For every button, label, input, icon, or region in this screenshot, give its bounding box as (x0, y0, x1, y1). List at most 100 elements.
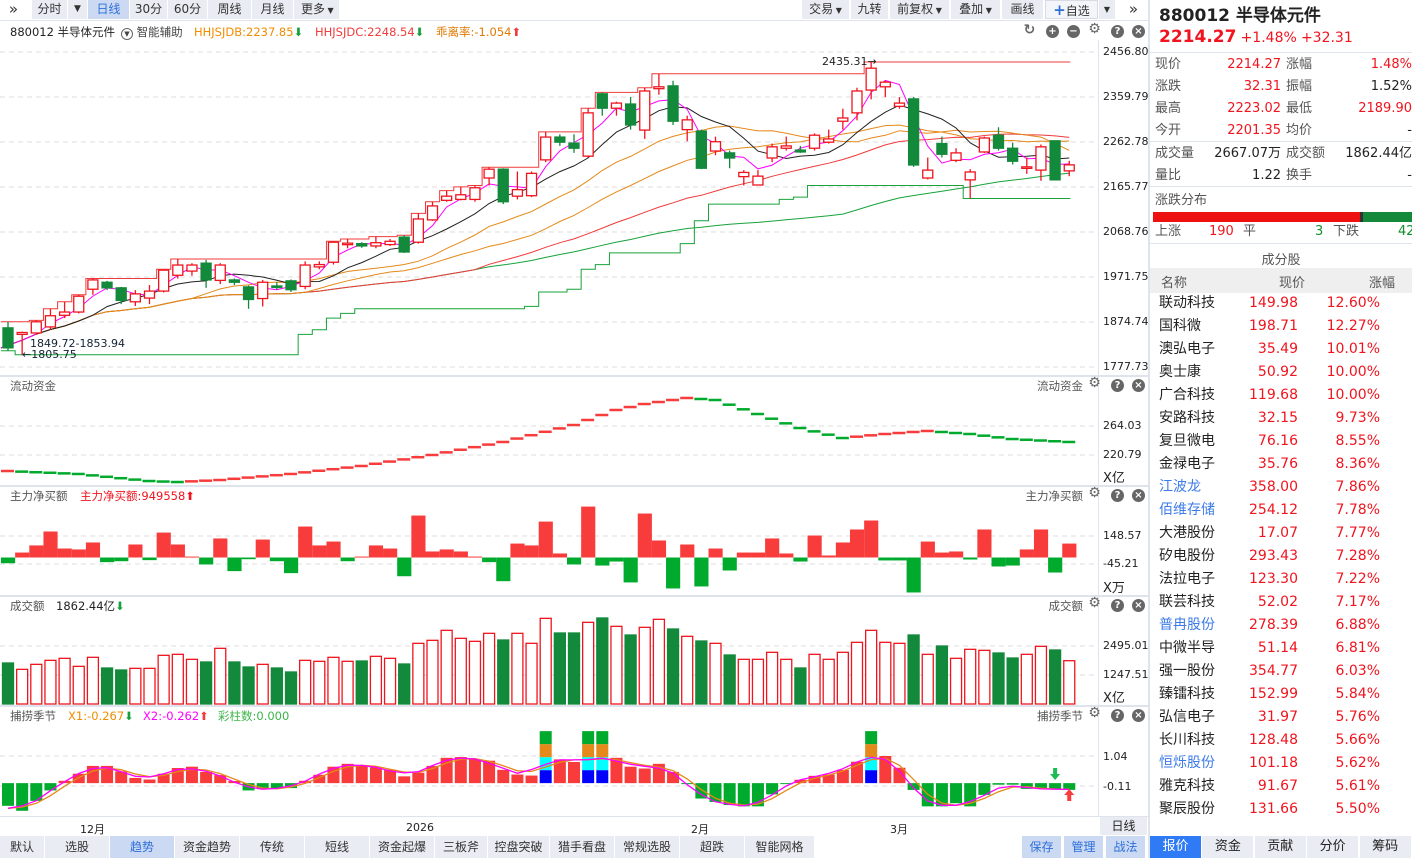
gear-icon[interactable]: ⚙ (1088, 705, 1101, 721)
stock-row[interactable]: 大港股份 17.07 7.77% (1150, 522, 1412, 545)
help-icon[interactable]: ? (1111, 599, 1124, 612)
close-icon[interactable]: × (1132, 709, 1145, 722)
manage-button[interactable]: 管理 (1064, 836, 1104, 858)
stock-row[interactable]: 弘信电子 31.97 5.76% (1150, 706, 1412, 729)
stock-row[interactable]: 联动科技 149.98 12.60% (1150, 292, 1412, 315)
gear-icon[interactable]: ⚙ (1088, 485, 1101, 501)
bottom-tab[interactable]: 智能网格 (745, 836, 815, 858)
right-tab[interactable]: 筹码 (1359, 836, 1412, 858)
stock-name[interactable]: 大港股份 (1159, 525, 1215, 541)
save-button[interactable]: 保存 (1022, 836, 1062, 858)
right-tab[interactable]: 分价 (1307, 836, 1360, 858)
bottom-tab[interactable]: 选股 (45, 836, 110, 858)
watchlist-dropdown-icon[interactable]: ▼ (1099, 0, 1116, 19)
right-tab[interactable]: 贡献 (1254, 836, 1307, 858)
stock-row[interactable]: 普冉股份 278.39 6.88% (1150, 614, 1412, 637)
adjust-dropdown[interactable]: 前复权 ▼ (890, 0, 950, 19)
stock-row[interactable]: 矽电股份 293.43 7.28% (1150, 545, 1412, 568)
close-icon[interactable]: × (1132, 25, 1145, 38)
stock-row[interactable]: 安路科技 32.15 9.73% (1150, 407, 1412, 430)
stock-row[interactable]: 中微半导 51.14 6.81% (1150, 637, 1412, 660)
bottom-tab[interactable]: 趋势 (110, 836, 175, 858)
tab-daily[interactable]: 日线 (88, 0, 130, 19)
trade-dropdown[interactable]: 交易 ▼ (802, 0, 850, 19)
close-icon[interactable]: × (1132, 599, 1145, 612)
stock-row[interactable]: 长川科技 128.48 5.66% (1150, 729, 1412, 752)
tab-weekly[interactable]: 周线 (208, 0, 252, 19)
stock-row[interactable]: 恒烁股份 101.18 5.62% (1150, 752, 1412, 775)
stock-row[interactable]: 金禄电子 35.76 8.36% (1150, 453, 1412, 476)
bottom-tab[interactable]: 常规选股 (615, 836, 680, 858)
tab-30min[interactable]: 30分 (130, 0, 168, 19)
stock-name[interactable]: 联芸科技 (1159, 594, 1215, 610)
bottom-tab[interactable]: 猎手看盘 (550, 836, 615, 858)
stock-name[interactable]: 联动科技 (1159, 295, 1215, 311)
right-tab[interactable]: 报价 (1150, 836, 1202, 858)
stock-name[interactable]: 法拉电子 (1159, 571, 1215, 587)
stock-row[interactable]: 聚辰股份 131.66 5.50% (1150, 798, 1412, 821)
refresh-icon[interactable]: ↻ (1023, 22, 1036, 38)
collapse-left-icon[interactable]: » (0, 0, 28, 19)
bottom-tab[interactable]: 资金起爆 (370, 836, 435, 858)
stock-row[interactable]: 强一股份 354.77 6.03% (1150, 660, 1412, 683)
gear-icon[interactable]: ⚙ (1088, 21, 1101, 37)
tab-intraday[interactable]: 分时 (32, 0, 68, 19)
stock-name[interactable]: 佰维存储 (1159, 502, 1215, 518)
nine-turn-button[interactable]: 九转 (851, 0, 889, 19)
help-icon[interactable]: ? (1111, 709, 1124, 722)
stock-name[interactable]: 金禄电子 (1159, 456, 1215, 472)
period-indicator[interactable]: 日线 (1100, 817, 1147, 835)
col-name[interactable]: 名称 (1161, 276, 1188, 291)
kline-chart[interactable] (0, 0, 1148, 817)
stock-row[interactable]: 雅克科技 91.67 5.61% (1150, 775, 1412, 798)
bottom-tab[interactable]: 三板斧 (435, 836, 488, 858)
gear-icon[interactable]: ⚙ (1088, 595, 1101, 611)
stock-row[interactable]: 国科微 198.71 12.27% (1150, 315, 1412, 338)
stock-name[interactable]: 雅克科技 (1159, 778, 1215, 794)
col-price[interactable]: 现价 (1279, 276, 1306, 291)
stock-row[interactable]: 广合科技 119.68 10.00% (1150, 384, 1412, 407)
stock-name[interactable]: 聚辰股份 (1159, 801, 1215, 817)
stock-row[interactable]: 奥士康 50.92 10.00% (1150, 361, 1412, 384)
bottom-tab[interactable]: 超跌 (680, 836, 745, 858)
stock-row[interactable]: 臻镭科技 152.99 5.84% (1150, 683, 1412, 706)
close-icon[interactable]: × (1132, 379, 1145, 392)
stock-name[interactable]: 强一股份 (1159, 663, 1215, 679)
stock-row[interactable]: 江波龙 358.00 7.86% (1150, 476, 1412, 499)
bottom-tab[interactable]: 控盘突破 (488, 836, 550, 858)
bottom-tab[interactable]: 传统 (240, 836, 305, 858)
stock-name[interactable]: 中微半导 (1159, 640, 1215, 656)
stock-name[interactable]: 矽电股份 (1159, 548, 1215, 564)
bottom-tab[interactable]: 默认 (0, 836, 45, 858)
stock-name[interactable]: 恒烁股份 (1159, 755, 1215, 771)
expand-right-icon[interactable]: » (1122, 0, 1146, 19)
col-pct[interactable]: 涨幅 (1369, 276, 1396, 291)
stock-name[interactable]: 奥士康 (1159, 364, 1201, 380)
intraday-dropdown-icon[interactable]: ▼ (68, 0, 88, 19)
stock-row[interactable]: 法拉电子 123.30 7.22% (1150, 568, 1412, 591)
stock-row[interactable]: 复旦微电 76.16 8.55% (1150, 430, 1412, 453)
gear-icon[interactable]: ⚙ (1088, 375, 1101, 391)
bottom-tab[interactable]: 资金趋势 (175, 836, 240, 858)
right-tab[interactable]: 资金 (1202, 836, 1255, 858)
stock-name[interactable]: 普冉股份 (1159, 617, 1215, 633)
stock-row[interactable]: 联芸科技 52.02 7.17% (1150, 591, 1412, 614)
stock-name[interactable]: 安路科技 (1159, 410, 1215, 426)
stock-name[interactable]: 复旦微电 (1159, 433, 1215, 449)
stock-row[interactable]: 佰维存储 254.12 7.78% (1150, 499, 1412, 522)
tab-monthly[interactable]: 月线 (252, 0, 294, 19)
zoom-in-icon[interactable]: + (1046, 25, 1059, 38)
stock-name[interactable]: 长川科技 (1159, 732, 1215, 748)
add-watchlist-button[interactable]: +自选 (1045, 0, 1098, 19)
overlay-dropdown[interactable]: 叠加 ▼ (951, 0, 1001, 19)
zoom-out-icon[interactable]: − (1067, 25, 1080, 38)
smart-assist-toggle[interactable]: ▼ 智能辅助 (121, 25, 183, 40)
tab-60min[interactable]: 60分 (168, 0, 208, 19)
stock-row[interactable]: 澳弘电子 35.49 10.01% (1150, 338, 1412, 361)
draw-line-button[interactable]: 画线 (1002, 0, 1044, 19)
bottom-tab[interactable]: 短线 (305, 836, 370, 858)
strategy-button[interactable]: 战法 (1106, 836, 1146, 858)
more-dropdown[interactable]: 更多 ▼ (294, 0, 340, 19)
stock-name[interactable]: 江波龙 (1159, 479, 1201, 495)
help-icon[interactable]: ? (1111, 379, 1124, 392)
